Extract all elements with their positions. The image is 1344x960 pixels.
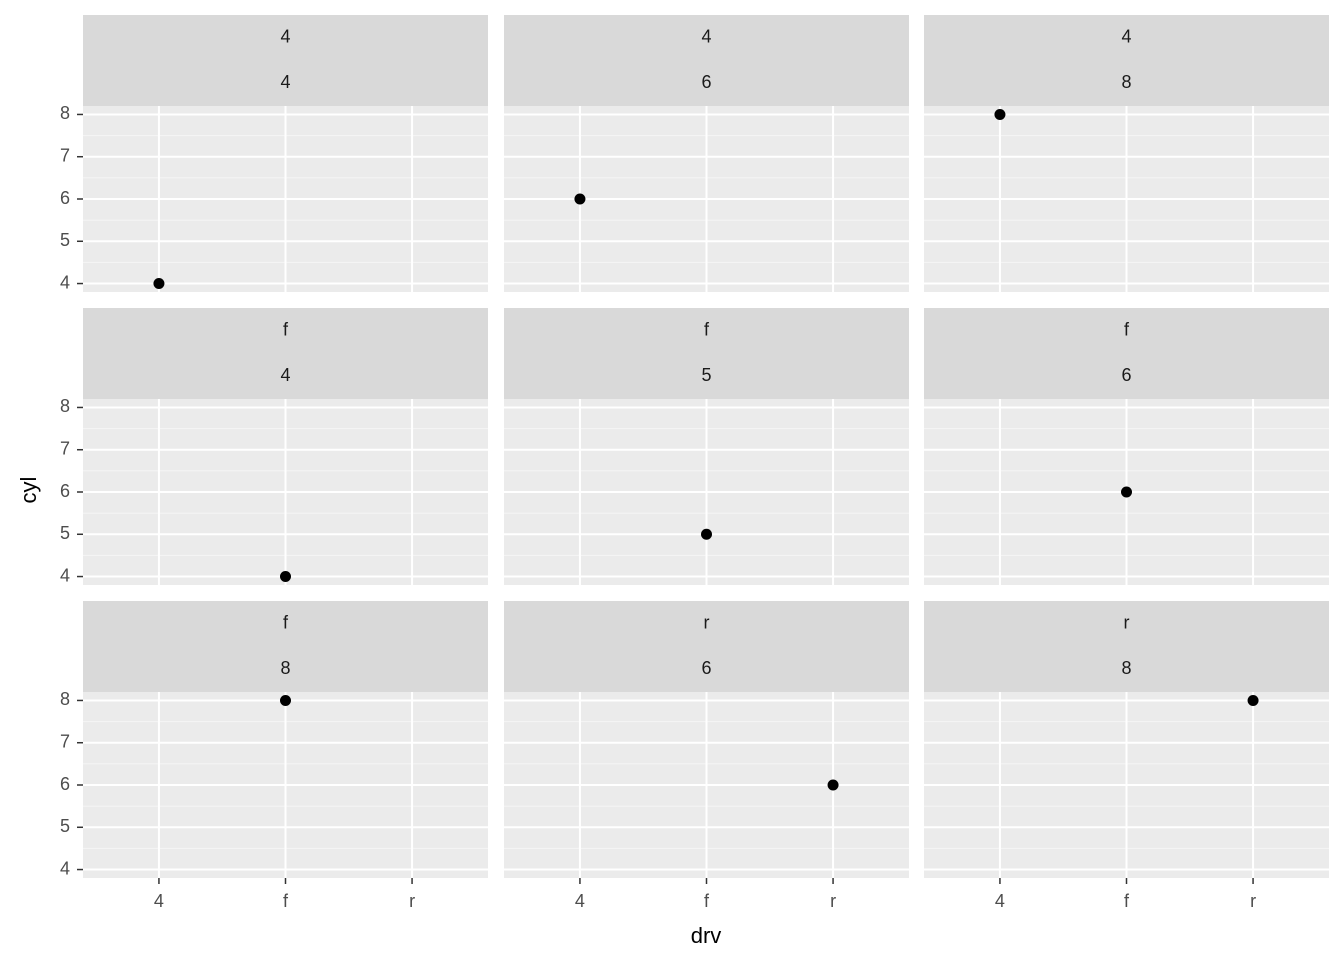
y-tick-label: 8	[60, 103, 70, 123]
y-tick-label: 5	[60, 816, 70, 836]
x-tick-label: r	[830, 891, 836, 911]
strip-label: f	[283, 320, 289, 340]
strip-label: 4	[701, 27, 711, 47]
x-tick-label: 4	[995, 891, 1005, 911]
y-tick-label: 4	[60, 272, 70, 292]
y-tick-label: 8	[60, 396, 70, 416]
y-tick-label: 7	[60, 145, 70, 165]
strip-label: 4	[1121, 27, 1131, 47]
strip-label: r	[704, 613, 710, 633]
strip-label: f	[283, 613, 289, 633]
point	[1121, 486, 1132, 498]
strip-label: f	[1124, 320, 1130, 340]
strip-background	[504, 60, 909, 106]
y-tick-label: 4	[60, 858, 70, 878]
x-tick-label: f	[1124, 891, 1130, 911]
strip-background	[924, 646, 1329, 692]
strip-background	[924, 15, 1329, 61]
strip-label: 6	[1121, 365, 1131, 385]
x-axis-title: drv	[691, 923, 722, 948]
strip-background	[83, 60, 488, 106]
strip-label: 8	[1121, 72, 1131, 92]
x-tick-label: 4	[575, 891, 585, 911]
strip-background	[504, 601, 909, 647]
strip-background	[83, 601, 488, 647]
y-tick-label: 6	[60, 774, 70, 794]
y-tick-label: 7	[60, 731, 70, 751]
x-tick-label: 4	[154, 891, 164, 911]
strip-background	[83, 353, 488, 399]
strip-background	[924, 308, 1329, 354]
y-tick-label: 6	[60, 481, 70, 501]
point	[701, 528, 712, 540]
strip-background	[504, 15, 909, 61]
y-tick-label: 4	[60, 565, 70, 585]
strip-label: 4	[280, 365, 290, 385]
x-tick-label: r	[409, 891, 415, 911]
strip-label: f	[704, 320, 710, 340]
point	[994, 108, 1006, 120]
x-tick-label: r	[1250, 891, 1256, 911]
y-tick-label: 5	[60, 230, 70, 250]
strip-background	[504, 646, 909, 692]
strip-background	[924, 601, 1329, 647]
strip-background	[924, 60, 1329, 106]
point	[574, 193, 586, 205]
y-axis-title: cyl	[16, 477, 41, 504]
x-tick-label: f	[704, 891, 710, 911]
strip-label: 8	[1121, 658, 1131, 678]
point	[280, 694, 291, 706]
strip-label: 8	[280, 658, 290, 678]
point	[1247, 694, 1259, 706]
strip-background	[83, 646, 488, 692]
strip-label: r	[1124, 613, 1130, 633]
strip-background	[83, 308, 488, 354]
strip-background	[504, 308, 909, 354]
point	[827, 779, 839, 791]
y-tick-label: 8	[60, 689, 70, 709]
strip-background	[924, 353, 1329, 399]
x-tick-label: f	[283, 891, 289, 911]
strip-label: 6	[701, 658, 711, 678]
point	[153, 278, 165, 290]
strip-label: 4	[280, 72, 290, 92]
strip-label: 4	[280, 27, 290, 47]
strip-label: 6	[701, 72, 711, 92]
strip-background	[504, 353, 909, 399]
point	[280, 571, 291, 583]
strip-label: 5	[701, 365, 711, 385]
y-tick-label: 7	[60, 438, 70, 458]
strip-background	[83, 15, 488, 61]
y-tick-label: 6	[60, 188, 70, 208]
y-tick-label: 5	[60, 523, 70, 543]
